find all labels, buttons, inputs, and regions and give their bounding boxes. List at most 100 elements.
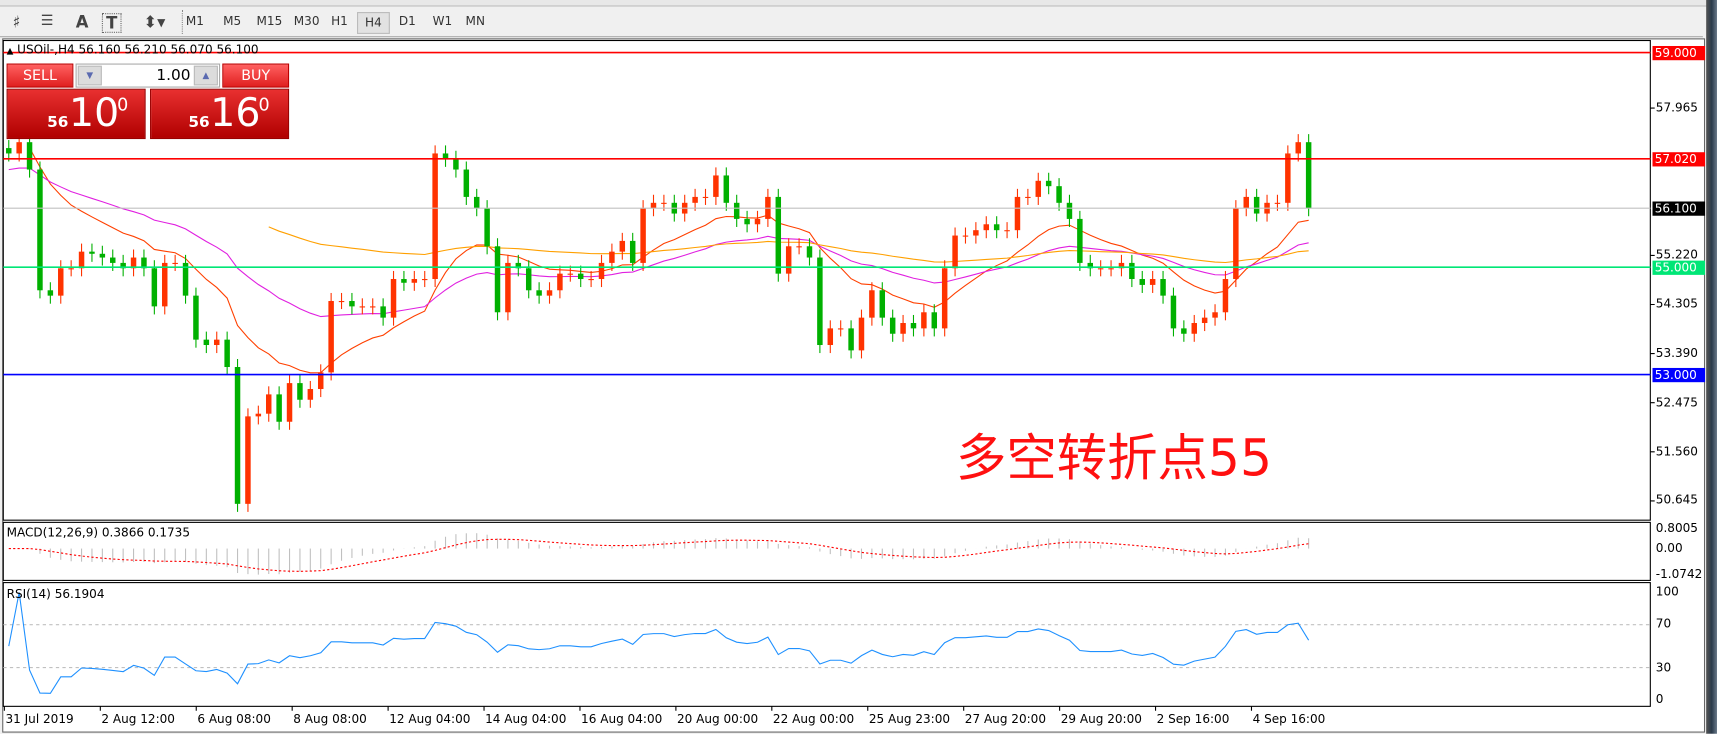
candle-body bbox=[1149, 279, 1156, 285]
candle-body bbox=[68, 268, 74, 270]
sell-price[interactable]: 56 10 0 bbox=[6, 88, 146, 140]
candle-body bbox=[1045, 180, 1052, 187]
timeframe-m15-button[interactable]: M15 bbox=[256, 14, 283, 29]
buy-button[interactable]: BUY bbox=[222, 63, 290, 88]
candle-body bbox=[1181, 328, 1187, 334]
candle-body bbox=[983, 224, 990, 231]
time-axis-label: 14 Aug 04:00 bbox=[485, 711, 567, 727]
candle-body bbox=[286, 383, 293, 422]
timeframe-h1-button[interactable]: H1 bbox=[331, 14, 348, 29]
candle-body bbox=[889, 317, 896, 334]
price-tag-57.020: 57.020 bbox=[1652, 152, 1706, 167]
macd-label: MACD(12,26,9) 0.3866 0.1735 bbox=[6, 525, 191, 540]
candle-body bbox=[78, 251, 85, 269]
candle-body bbox=[1108, 268, 1114, 270]
rsi-panel-border bbox=[2, 582, 1651, 707]
candle-body bbox=[1035, 180, 1042, 197]
candle-body bbox=[453, 158, 459, 170]
candle-body bbox=[1243, 196, 1249, 209]
chart-annotation[interactable]: 多空转折点55 bbox=[956, 428, 1273, 488]
candle-body bbox=[837, 328, 844, 330]
candle-body bbox=[931, 312, 938, 329]
time-axis-label: 31 Jul 2019 bbox=[5, 711, 74, 727]
candle-body bbox=[650, 202, 657, 209]
candle-body bbox=[58, 268, 64, 296]
candle-body bbox=[879, 290, 886, 318]
rsi-axis-label: 100 bbox=[1655, 584, 1679, 600]
candle-body bbox=[182, 262, 189, 296]
text-label-icon[interactable]: T bbox=[101, 13, 122, 33]
candle-body bbox=[6, 148, 12, 154]
candle-body bbox=[640, 208, 646, 263]
text-icon[interactable]: A bbox=[75, 12, 89, 32]
candle-body bbox=[1285, 153, 1291, 203]
candle-body bbox=[349, 301, 355, 307]
candle-body bbox=[120, 262, 126, 269]
timeframe-d1-button[interactable]: D1 bbox=[398, 14, 416, 29]
candle-body bbox=[37, 169, 43, 291]
timeframe-h4-button[interactable]: H4 bbox=[357, 12, 390, 34]
time-axis-label: 12 Aug 04:00 bbox=[389, 711, 471, 727]
elliott-wave-icon[interactable]: ♯ bbox=[12, 12, 21, 32]
candle-body bbox=[26, 142, 33, 170]
decrease-lot-icon[interactable]: ▼ bbox=[77, 65, 102, 86]
increase-lot-icon[interactable]: ▲ bbox=[193, 65, 218, 86]
menu-strip bbox=[0, 0, 1717, 7]
candle-body bbox=[1056, 186, 1062, 203]
macd-axis-label: -1.0742 bbox=[1655, 567, 1703, 582]
candle-body bbox=[1295, 142, 1301, 154]
candle-body bbox=[505, 262, 511, 313]
time-axis-label: 25 Aug 23:00 bbox=[868, 711, 951, 727]
candle-body bbox=[577, 273, 584, 280]
candle-body bbox=[858, 317, 865, 351]
buy-price[interactable]: 56 16 0 bbox=[150, 88, 290, 140]
chart-window[interactable] bbox=[2, 38, 1706, 733]
symbol-quote: USOil-,H4 56.160 56.210 56.070 56.100 bbox=[17, 42, 259, 57]
timeframe-m5-button[interactable]: M5 bbox=[223, 14, 242, 29]
candle-body bbox=[744, 218, 750, 225]
candle-body bbox=[1004, 230, 1010, 232]
candle-body bbox=[307, 389, 314, 400]
candle-body bbox=[713, 175, 719, 197]
lot-input[interactable]: 1.00 bbox=[156, 66, 191, 85]
price-axis-label: 53.390 bbox=[1655, 345, 1698, 361]
candle-body bbox=[785, 246, 792, 274]
chart-header: ▲ USOil-,H4 56.160 56.210 56.070 56.100 bbox=[7, 43, 259, 57]
candle-body bbox=[619, 240, 626, 252]
candle-body bbox=[941, 268, 948, 329]
lot-stepper[interactable]: ▼ 1.00 ▲ bbox=[75, 63, 221, 88]
macd-axis-label: 0.00 bbox=[1655, 540, 1683, 556]
time-axis-label: 20 Aug 00:00 bbox=[676, 711, 759, 727]
candle-body bbox=[754, 218, 761, 225]
candle-body bbox=[775, 196, 782, 274]
candle-body bbox=[702, 196, 709, 199]
collapse-triangle-icon[interactable]: ▲ bbox=[6, 45, 14, 56]
timeframe-m30-button[interactable]: M30 bbox=[293, 14, 320, 29]
sell-button[interactable]: SELL bbox=[6, 63, 74, 88]
time-axis-label: 16 Aug 04:00 bbox=[581, 711, 663, 727]
candle-body bbox=[141, 257, 147, 269]
price-axis-label: 54.305 bbox=[1655, 296, 1698, 312]
candle-body bbox=[661, 202, 667, 204]
timeframe-m1-button[interactable]: M1 bbox=[185, 14, 204, 29]
candle-body bbox=[234, 367, 241, 504]
candle-body bbox=[692, 196, 698, 203]
fibonacci-icon[interactable]: ☰ bbox=[40, 13, 54, 30]
moving-average-line bbox=[8, 167, 1309, 318]
price-axis-label: 50.645 bbox=[1655, 493, 1698, 508]
sell-price-fraction: 0 bbox=[117, 94, 129, 115]
candle-body bbox=[442, 153, 449, 159]
rsi-axis-label: 0 bbox=[1655, 692, 1664, 707]
time-axis-label: 2 Aug 12:00 bbox=[101, 711, 175, 727]
arrows-icon[interactable]: ⬍▾ bbox=[143, 12, 166, 32]
candle-body bbox=[494, 246, 501, 313]
candle-body bbox=[900, 323, 906, 334]
candle-body bbox=[359, 306, 366, 308]
timeframe-mn-button[interactable]: MN bbox=[465, 14, 485, 29]
timeframe-w1-button[interactable]: W1 bbox=[432, 14, 453, 29]
candle-body bbox=[47, 290, 54, 296]
candle-body bbox=[297, 383, 303, 400]
candle-body bbox=[401, 279, 407, 283]
